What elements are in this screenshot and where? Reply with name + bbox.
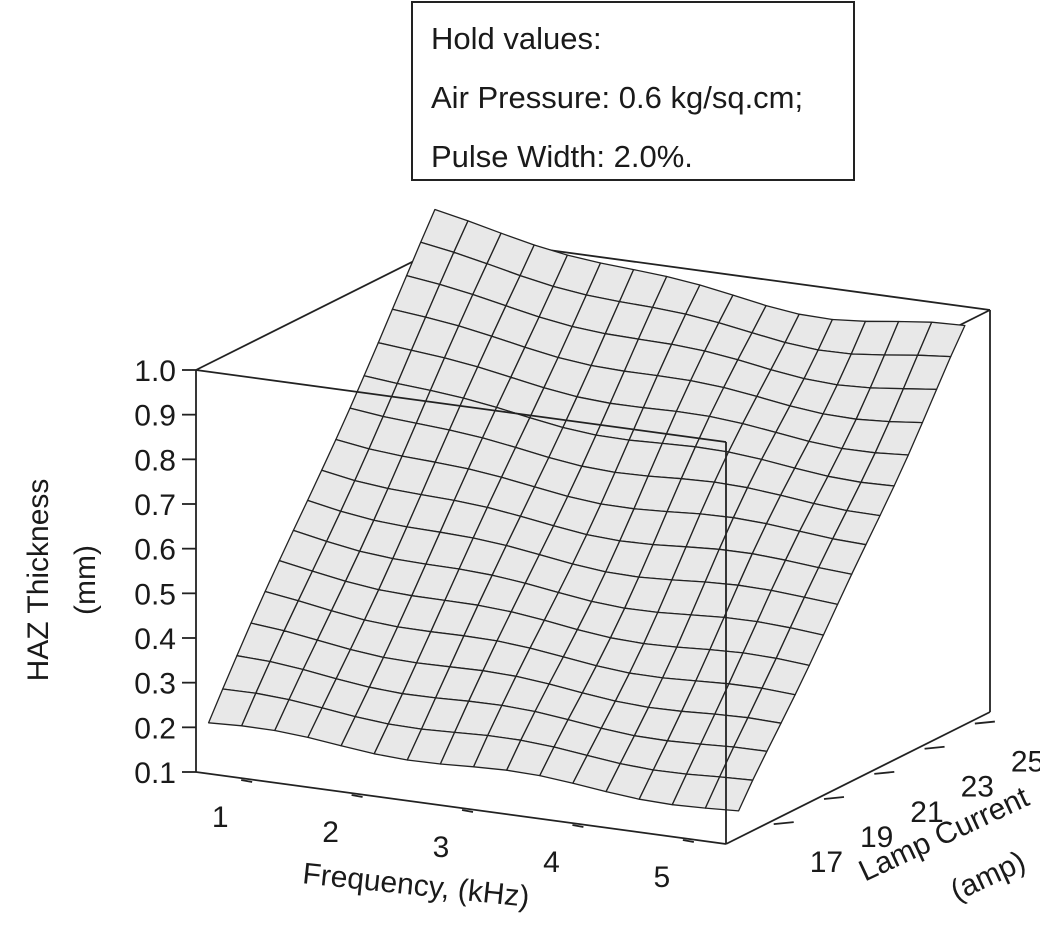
y-tick: [773, 821, 794, 826]
z-tick-label: 0.7: [134, 489, 176, 522]
box-edge-right-bottom: [725, 711, 991, 845]
x-tick-label: 4: [543, 846, 560, 879]
z-axis: 0.1 0.2 0.3 0.4 0.5 0.6 0.7 0.8 0.9 1.0: [134, 355, 196, 790]
y-tick-label: 25: [1011, 746, 1040, 779]
z-tick-label: 0.9: [134, 400, 176, 433]
y-tick: [924, 745, 945, 750]
y-tick-label: 17: [810, 846, 843, 879]
front-box-edges: [195, 310, 991, 845]
y-tick: [823, 796, 845, 800]
y-tick-label: 19: [860, 821, 893, 854]
x-axis-title: Frequency, (kHz): [301, 857, 531, 914]
y-tick-label: 23: [961, 771, 994, 804]
x-tick-label: 5: [653, 861, 670, 894]
hold-values-box: Hold values: Air Pressure: 0.6 kg/sq.cm;…: [411, 1, 855, 181]
x-tick: [351, 794, 363, 798]
z-tick-label: 0.2: [134, 712, 176, 745]
x-tick: [461, 809, 474, 813]
x-tick-label: 3: [433, 831, 450, 864]
z-tick-label: 0.3: [134, 668, 176, 701]
z-axis-title-line1: HAZ Thickness: [22, 479, 55, 682]
hold-values-pulse-width: Pulse Width: 2.0%.: [431, 139, 693, 174]
z-tick-label: 0.4: [134, 623, 176, 656]
box-edge-front-bottom: [195, 771, 727, 845]
z-tick-label: 0.6: [134, 534, 176, 567]
x-tick: [572, 824, 584, 828]
surface-cell: [704, 776, 754, 812]
surface-mesh: [207, 208, 966, 812]
y-tick-label: 21: [910, 796, 943, 829]
x-tick: [682, 839, 694, 843]
y-tick: [974, 720, 995, 725]
hold-values-title: Hold values:: [431, 21, 602, 56]
z-tick-label: 0.5: [134, 578, 176, 611]
z-tick-label: 0.8: [134, 444, 176, 477]
y-axis: 17 19 21 23 25: [773, 720, 1040, 879]
y-axis-title-line2: (amp): [946, 845, 1031, 908]
x-tick-label: 1: [212, 801, 229, 834]
x-tick: [241, 779, 253, 783]
z-axis-title-line2: (mm): [69, 545, 102, 615]
x-axis: 1 2 3 4 5: [212, 779, 694, 894]
x-tick-label: 2: [322, 816, 339, 849]
z-tick-label: 0.1: [134, 757, 176, 790]
z-tick-label: 1.0: [134, 355, 176, 388]
y-tick: [874, 770, 895, 775]
hold-values-air-pressure: Air Pressure: 0.6 kg/sq.cm;: [431, 80, 804, 115]
box-edge-front-top: [195, 369, 727, 443]
